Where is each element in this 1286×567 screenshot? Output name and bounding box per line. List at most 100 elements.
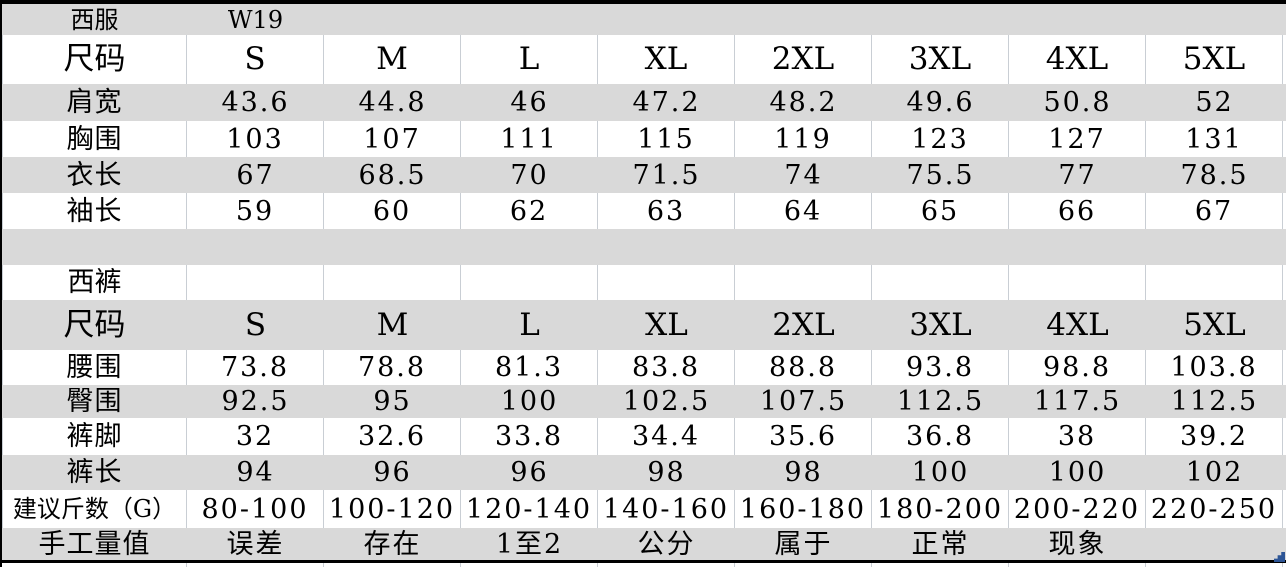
- row-label-cell[interactable]: 胸围: [2, 121, 187, 157]
- cell[interactable]: [324, 265, 461, 300]
- value-cell[interactable]: 98: [647, 457, 686, 488]
- value-cell[interactable]: 属于: [774, 528, 833, 560]
- value-cell[interactable]: 34.4: [598, 418, 735, 455]
- value-cell[interactable]: 78.8: [324, 350, 461, 385]
- value-cell[interactable]: 98: [784, 457, 823, 488]
- size-cell[interactable]: 2XL: [772, 306, 835, 343]
- cell[interactable]: [1009, 229, 1146, 265]
- row-label-cell[interactable]: 裤长: [66, 457, 123, 488]
- value-cell[interactable]: 52: [1195, 87, 1234, 118]
- row-label-cell[interactable]: 手工量值: [38, 528, 151, 560]
- value-cell[interactable]: 39.2: [1146, 418, 1283, 455]
- value-cell[interactable]: 107: [324, 121, 461, 157]
- value-cell[interactable]: 94: [236, 457, 275, 488]
- value-cell[interactable]: 50.8: [1043, 87, 1112, 118]
- value-cell[interactable]: 正常: [911, 528, 970, 560]
- cell[interactable]: [735, 265, 872, 300]
- value-cell[interactable]: 160-180: [735, 490, 872, 528]
- row-label-cell[interactable]: 建议斤数（G）: [2, 490, 187, 528]
- value-cell[interactable]: 67: [236, 159, 275, 191]
- value-cell[interactable]: 60: [324, 193, 461, 229]
- value-cell[interactable]: 68.5: [358, 159, 427, 191]
- size-cell[interactable]: 4XL: [1046, 306, 1109, 343]
- size-cell[interactable]: 3XL: [872, 35, 1009, 84]
- value-cell[interactable]: 36.8: [872, 418, 1009, 455]
- value-cell[interactable]: 62: [461, 193, 598, 229]
- cell[interactable]: [461, 229, 598, 265]
- cell[interactable]: [872, 229, 1009, 265]
- cell[interactable]: [1146, 229, 1283, 265]
- cell[interactable]: [2, 229, 187, 265]
- cell[interactable]: [1146, 265, 1283, 300]
- value-cell[interactable]: 71.5: [632, 159, 701, 191]
- value-cell[interactable]: 47.2: [632, 87, 701, 118]
- value-cell[interactable]: 67: [1146, 193, 1283, 229]
- cell[interactable]: [735, 229, 872, 265]
- size-cell[interactable]: S: [244, 306, 267, 343]
- value-cell[interactable]: 131: [1146, 121, 1283, 157]
- size-cell[interactable]: L: [519, 306, 540, 343]
- value-cell[interactable]: 220-250: [1146, 490, 1283, 528]
- size-cell[interactable]: 3XL: [909, 306, 972, 343]
- cell[interactable]: [324, 229, 461, 265]
- value-cell[interactable]: 38: [1009, 418, 1146, 455]
- value-cell[interactable]: 96: [373, 457, 412, 488]
- value-cell[interactable]: 111: [461, 121, 598, 157]
- cell[interactable]: [598, 4, 735, 35]
- cell[interactable]: [598, 265, 735, 300]
- cell[interactable]: [735, 4, 872, 35]
- size-cell[interactable]: L: [461, 35, 598, 84]
- size-cell[interactable]: XL: [598, 35, 735, 84]
- suit-product-label-cell[interactable]: 西服: [70, 5, 119, 34]
- value-cell[interactable]: 115: [598, 121, 735, 157]
- row-label-cell[interactable]: 衣长: [66, 159, 123, 191]
- suit-product-code-cell[interactable]: W19: [227, 5, 284, 34]
- size-cell[interactable]: 2XL: [735, 35, 872, 84]
- value-cell[interactable]: 102: [1185, 457, 1244, 488]
- value-cell[interactable]: 32: [187, 418, 324, 455]
- value-cell[interactable]: 119: [735, 121, 872, 157]
- value-cell[interactable]: 112.5: [896, 386, 985, 417]
- value-cell[interactable]: 73.8: [187, 350, 324, 385]
- row-label-cell[interactable]: 肩宽: [66, 87, 123, 118]
- selection-fill-handle[interactable]: [1274, 552, 1285, 562]
- value-cell[interactable]: 存在: [363, 528, 422, 560]
- value-cell[interactable]: 120-140: [461, 490, 598, 528]
- value-cell[interactable]: 74: [784, 159, 823, 191]
- value-cell[interactable]: 100-120: [324, 490, 461, 528]
- value-cell[interactable]: 80-100: [187, 490, 324, 528]
- cell[interactable]: [324, 4, 461, 35]
- value-cell[interactable]: 100: [500, 386, 559, 417]
- value-cell[interactable]: 75.5: [906, 159, 975, 191]
- size-header-label-cell[interactable]: 尺码: [2, 35, 187, 84]
- value-cell[interactable]: 43.6: [221, 87, 290, 118]
- value-cell[interactable]: 83.8: [598, 350, 735, 385]
- size-cell[interactable]: M: [324, 35, 461, 84]
- size-cell[interactable]: S: [187, 35, 324, 84]
- value-cell[interactable]: 公分: [637, 528, 696, 560]
- value-cell[interactable]: 35.6: [735, 418, 872, 455]
- value-cell[interactable]: 63: [598, 193, 735, 229]
- value-cell[interactable]: 95: [373, 386, 412, 417]
- value-cell[interactable]: 88.8: [735, 350, 872, 385]
- value-cell[interactable]: 44.8: [358, 87, 427, 118]
- size-cell[interactable]: 5XL: [1183, 306, 1246, 343]
- value-cell[interactable]: 107.5: [759, 386, 848, 417]
- value-cell[interactable]: 70: [510, 159, 549, 191]
- value-cell[interactable]: 103: [187, 121, 324, 157]
- value-cell[interactable]: 49.6: [906, 87, 975, 118]
- value-cell[interactable]: 98.8: [1009, 350, 1146, 385]
- value-cell[interactable]: 1至2: [495, 528, 564, 560]
- row-label-cell[interactable]: 袖长: [2, 193, 187, 229]
- value-cell[interactable]: 64: [735, 193, 872, 229]
- value-cell[interactable]: 112.5: [1170, 386, 1259, 417]
- cell[interactable]: [598, 229, 735, 265]
- value-cell[interactable]: 现象: [1048, 528, 1107, 560]
- size-cell[interactable]: XL: [645, 306, 688, 343]
- cell[interactable]: [187, 265, 324, 300]
- value-cell[interactable]: 92.5: [221, 386, 290, 417]
- row-label-cell[interactable]: 臀围: [66, 386, 123, 417]
- value-cell[interactable]: 93.8: [872, 350, 1009, 385]
- size-cell[interactable]: M: [376, 306, 409, 343]
- value-cell[interactable]: 102.5: [622, 386, 711, 417]
